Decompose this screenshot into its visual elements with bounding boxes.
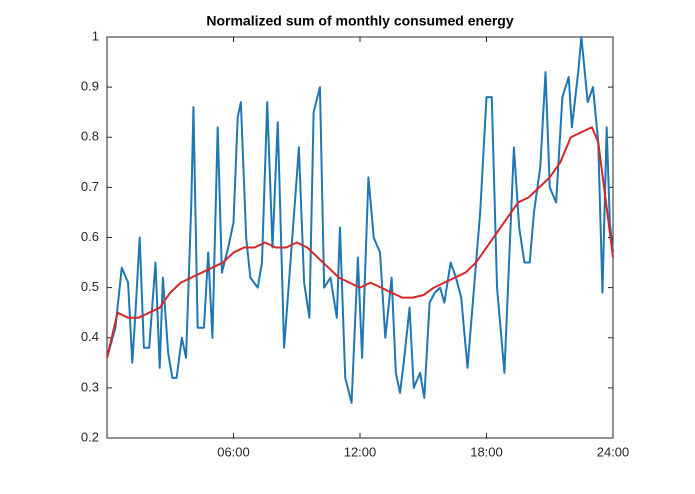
y-tick-label: 0.9 (81, 79, 99, 94)
x-tick-label: 24:00 (597, 444, 630, 459)
x-tick-label: 06:00 (217, 444, 250, 459)
y-tick-label: 0.7 (81, 179, 99, 194)
chart-title: Normalized sum of monthly consumed energ… (206, 13, 513, 29)
y-tick-label: 0.5 (81, 279, 99, 294)
x-tick-label: 18:00 (470, 444, 503, 459)
y-tick-label: 0.4 (81, 329, 99, 344)
y-tick-label: 0.2 (81, 429, 99, 444)
plot-area (106, 36, 614, 439)
y-tick-label: 1 (92, 28, 99, 43)
y-tick-label: 0.8 (81, 129, 99, 144)
data-line (106, 36, 614, 404)
x-tick-label: 12:00 (344, 444, 377, 459)
data-line (106, 126, 614, 359)
y-tick-label: 0.6 (81, 229, 99, 244)
y-tick-label: 0.3 (81, 379, 99, 394)
